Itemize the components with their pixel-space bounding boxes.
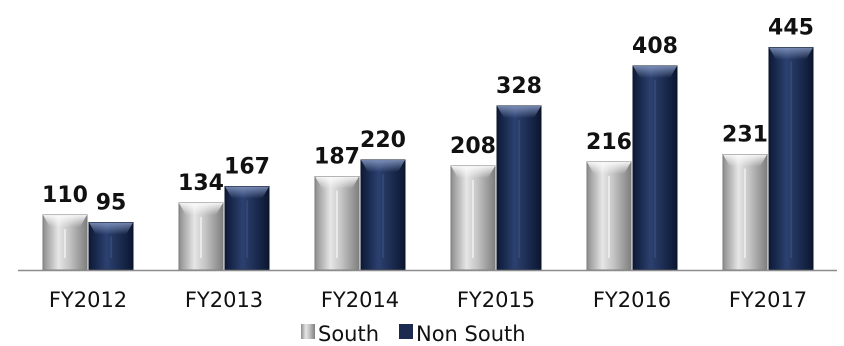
x-tick-label-fy2013: FY2013 — [185, 288, 263, 312]
data-label-non-south-fy2014: 220 — [360, 128, 406, 153]
data-label-south-fy2013: 134 — [178, 171, 224, 196]
data-label-non-south-fy2016: 408 — [632, 34, 678, 59]
data-label-south-fy2014: 187 — [314, 145, 360, 170]
data-label-non-south-fy2015: 328 — [496, 74, 542, 99]
bar-non-south-fy2013 — [224, 186, 270, 271]
bar-non-south-fy2014 — [360, 159, 406, 271]
bar-non-south-fy2012 — [88, 222, 134, 271]
bar-south-fy2015 — [450, 165, 496, 271]
bar-south-fy2016 — [586, 161, 632, 271]
bar-non-south-fy2016 — [632, 65, 678, 271]
bar-non-south-fy2017 — [768, 47, 814, 271]
bar-non-south-fy2015 — [496, 105, 542, 271]
bars-layer — [42, 47, 814, 271]
bar-south-fy2013 — [178, 202, 224, 271]
data-label-south-fy2015: 208 — [450, 134, 496, 159]
x-tick-label-fy2012: FY2012 — [49, 288, 127, 312]
legend-label-south: South — [318, 322, 379, 346]
x-tick-label-fy2017: FY2017 — [729, 288, 807, 312]
data-label-south-fy2012: 110 — [42, 183, 88, 208]
x-tick-label-fy2016: FY2016 — [593, 288, 671, 312]
data-label-non-south-fy2012: 95 — [96, 191, 127, 216]
data-label-non-south-fy2013: 167 — [224, 155, 270, 180]
legend-swatch-south — [301, 324, 315, 339]
legend-swatch-non-south — [399, 324, 413, 339]
bar-south-fy2014 — [314, 176, 360, 271]
data-label-non-south-fy2017: 445 — [768, 16, 814, 41]
category-labels-layer: FY2012 FY2013 FY2014 FY2015 FY2016 FY2017 — [49, 288, 807, 312]
bar-south-fy2012 — [42, 214, 88, 271]
legend-label-non-south: Non South — [416, 322, 526, 346]
data-label-south-fy2017: 231 — [722, 123, 768, 148]
legend: South Non South — [301, 322, 526, 346]
x-tick-label-fy2015: FY2015 — [457, 288, 535, 312]
x-tick-label-fy2014: FY2014 — [321, 288, 399, 312]
data-label-south-fy2016: 216 — [586, 130, 632, 155]
bar-south-fy2017 — [722, 154, 768, 271]
